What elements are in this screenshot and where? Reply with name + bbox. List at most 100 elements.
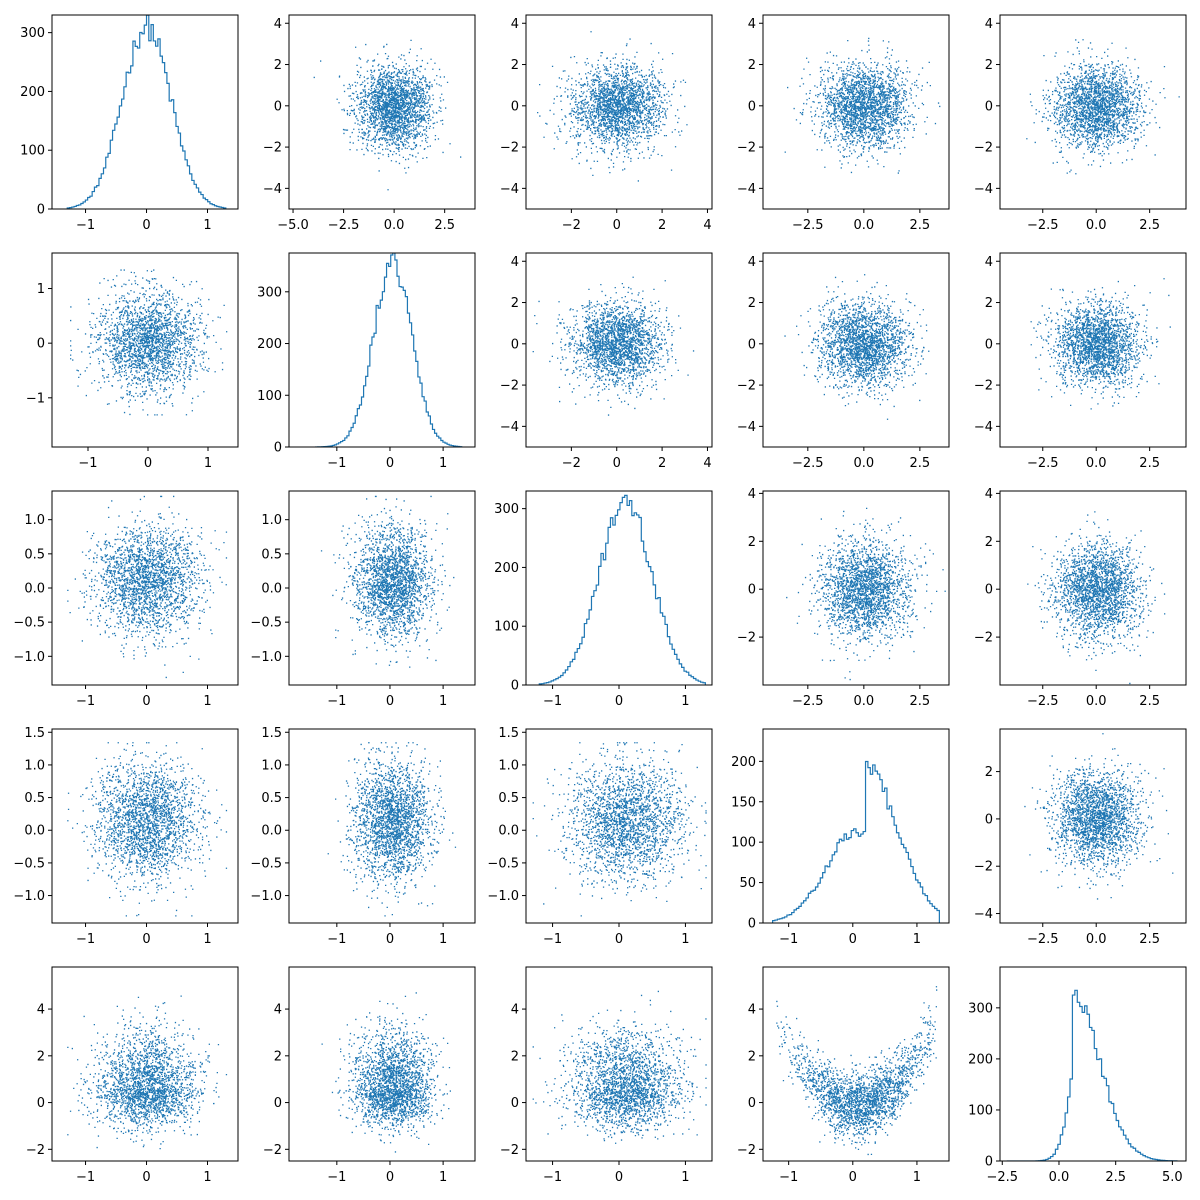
- subplot-r1-c1: −1 0 1 0 100 200 300: [257, 252, 476, 471]
- subplot-r4-c1: −1 0 1 −2 0 2 4: [263, 966, 476, 1185]
- x-tick-label: 2.5: [910, 694, 931, 709]
- y-tick-label: −2: [500, 141, 519, 156]
- y-tick-label: 1: [37, 282, 45, 297]
- y-tick-label: 2: [511, 1049, 519, 1064]
- y-tick-label: −4: [974, 182, 993, 197]
- subplot-r3-c1: −1 0 1 −1.0 −0.5 0.0 0.5 1.0 1.5: [250, 726, 476, 947]
- y-tick-label: −0.5: [13, 856, 45, 871]
- y-tick-label: −4: [500, 182, 519, 197]
- x-tick-label: 0.0: [384, 218, 405, 233]
- subplot-r1-c3: −2.5 0.0 2.5 −4 −2 0 2 4: [737, 252, 950, 471]
- scatter-point-cloud: [313, 39, 462, 191]
- subplot-r4-c4: −2.5 0.0 2.5 5.0 0 100 200 300: [968, 966, 1187, 1185]
- y-tick-label: 50: [739, 876, 756, 891]
- x-tick-label: −2.5: [1027, 218, 1059, 233]
- y-tick-label: −0.5: [487, 856, 519, 871]
- y-tick-label: 2: [748, 296, 756, 311]
- x-tick-label: 2.5: [434, 218, 455, 233]
- y-tick-label: 2: [511, 296, 519, 311]
- axes-frame: [999, 14, 1187, 210]
- x-tick-label: 2.5: [910, 456, 931, 471]
- x-tick-label: 2.5: [1139, 694, 1160, 709]
- axes-frame: [999, 252, 1187, 448]
- x-tick-label: 1: [439, 1170, 447, 1185]
- x-tick-label: 0: [615, 694, 623, 709]
- y-tick-label: 0: [511, 1096, 519, 1111]
- histogram-step-line: [66, 15, 227, 209]
- y-tick-label: 0: [274, 441, 282, 456]
- y-tick-label: 0: [274, 1096, 282, 1111]
- y-tick-label: 0.0: [261, 824, 282, 839]
- subplot-r3-c3: −1 0 1 0 50 100 150 200: [731, 728, 950, 947]
- scatter-point-cloud: [1030, 278, 1171, 410]
- y-tick-label: 4: [274, 17, 282, 32]
- y-tick-label: −1.0: [13, 650, 45, 665]
- scatter-point-cloud: [67, 995, 228, 1150]
- y-tick-label: 0: [985, 812, 993, 827]
- x-tick-label: −1: [327, 932, 346, 947]
- scatter-points: [776, 986, 938, 1156]
- y-tick-label: 200: [731, 755, 756, 770]
- subplot-r3-c4: −2.5 0.0 2.5 −4 −2 0 2: [974, 728, 1187, 947]
- scatter-points: [784, 274, 930, 420]
- scatter-points: [327, 742, 457, 917]
- subplot-r4-c0: −1 0 1 −2 0 2 4: [26, 966, 239, 1185]
- x-tick-label: −2: [562, 218, 581, 233]
- x-tick-label: 0: [142, 1170, 150, 1185]
- x-tick-label: −2.5: [792, 218, 824, 233]
- y-tick-label: 2: [985, 765, 993, 780]
- y-tick-label: 0: [748, 583, 756, 598]
- y-tick-label: 0: [37, 203, 45, 218]
- y-tick-label: 4: [985, 17, 993, 32]
- y-tick-label: 1.0: [24, 758, 45, 773]
- y-tick-label: −1.0: [13, 889, 45, 904]
- y-tick-label: 0: [37, 337, 45, 352]
- x-tick-label: 2.5: [1105, 1170, 1126, 1185]
- x-tick-label: −1: [327, 694, 346, 709]
- y-tick-label: 2: [274, 58, 282, 73]
- scatter-point-cloud: [327, 742, 457, 917]
- scatter-point-cloud: [67, 495, 228, 679]
- y-tick-label: 0.5: [261, 547, 282, 562]
- x-tick-label: 1: [439, 694, 447, 709]
- y-tick-label: −2: [974, 379, 993, 394]
- y-tick-label: −4: [974, 907, 993, 922]
- y-tick-label: −0.5: [250, 856, 282, 871]
- x-tick-label: 0.0: [853, 218, 874, 233]
- x-tick-label: 1: [204, 456, 212, 471]
- axes-frame: [999, 966, 1187, 1162]
- x-tick-label: 2.5: [910, 218, 931, 233]
- subplot-r4-c2: −1 0 1 −2 0 2 4: [500, 966, 713, 1185]
- y-tick-label: −1.0: [487, 889, 519, 904]
- subplot-r1-c4: −2.5 0.0 2.5 −4 −2 0 2 4: [974, 252, 1187, 471]
- y-tick-label: −1.0: [250, 889, 282, 904]
- x-tick-label: 1: [913, 932, 921, 947]
- y-tick-label: 0.5: [24, 547, 45, 562]
- x-tick-label: 0: [142, 932, 150, 947]
- y-tick-label: 300: [20, 26, 45, 41]
- y-tick-label: 0.0: [498, 824, 519, 839]
- scatter-points: [67, 742, 228, 917]
- y-tick-label: 200: [494, 561, 519, 576]
- y-tick-label: 0: [274, 99, 282, 114]
- scatter-point-cloud: [1026, 39, 1180, 175]
- axes-frame: [525, 252, 713, 448]
- subplot-r0-c2: −2 0 2 4 −4 −2 0 2 4: [500, 14, 713, 233]
- y-tick-label: −2: [737, 379, 756, 394]
- y-tick-label: 0.0: [24, 582, 45, 597]
- y-tick-label: 0: [748, 917, 756, 932]
- scatter-point-cloud: [67, 742, 228, 917]
- x-tick-label: −2.5: [792, 694, 824, 709]
- y-tick-label: 4: [985, 487, 993, 502]
- histogram-step-line: [1006, 989, 1178, 1161]
- axes-frame: [51, 728, 239, 924]
- subplot-r2-c1: −1 0 1 −1.0 −0.5 0.0 0.5 1.0: [250, 490, 476, 709]
- subplot-r1-c0: −1 0 1 −1 0 1: [26, 252, 239, 471]
- x-tick-label: 0.0: [1049, 1170, 1070, 1185]
- x-tick-label: −2.5: [1027, 932, 1059, 947]
- y-tick-label: 4: [511, 1003, 519, 1018]
- axes-frame: [762, 966, 950, 1162]
- x-tick-label: 0: [386, 694, 394, 709]
- y-tick-label: 2: [985, 58, 993, 73]
- y-tick-label: −2: [263, 141, 282, 156]
